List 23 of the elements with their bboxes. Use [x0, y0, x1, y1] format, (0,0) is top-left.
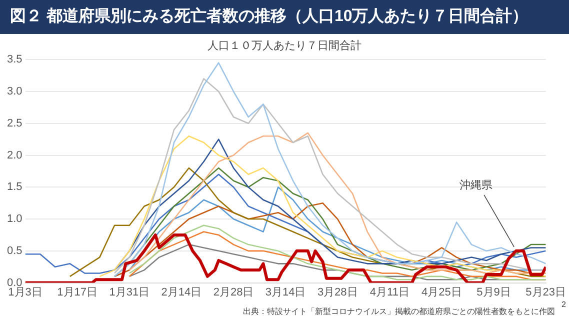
x-tick-label: 1月17日: [57, 286, 98, 298]
text: 2: [562, 300, 566, 309]
x-tick-label: 4月25日: [422, 286, 462, 298]
chart-subtitle: 人口１０万人あたり７日間合計: [206, 38, 362, 53]
y-tick-label: 2.0: [6, 149, 22, 162]
x-tick-label: 2月14日: [161, 286, 202, 298]
x-tick-label: 1月3日: [8, 286, 42, 298]
x-tick-label: 2月28日: [213, 286, 254, 298]
y-tick-label: 1.0: [6, 213, 22, 226]
x-tick-label: 1月31日: [109, 286, 150, 298]
source-note: 出典：特設サイト「新型コロナウイルス」掲載の都道府県ごとの陽性者数をもとに作図: [243, 306, 555, 317]
x-tick-label: 3月28日: [317, 286, 358, 298]
y-tick-label: 3.0: [6, 86, 22, 98]
text: 沖縄県: [460, 178, 493, 192]
x-tick-label: 4月11日: [370, 286, 410, 298]
y-tick-label: 3.5: [6, 54, 22, 66]
x-tick-label: 3月14日: [265, 286, 306, 298]
y-tick-label: 1.5: [6, 181, 22, 194]
chart-title: 図２ 都道府県別にみる死亡者数の推移（人口10万人あたり７日間合計）: [0, 0, 569, 34]
y-tick-label: 0.5: [6, 244, 22, 257]
x-tick-label: 5月23日: [526, 286, 566, 298]
y-tick-label: 2.5: [6, 117, 22, 130]
x-tick-label: 5月9日: [476, 286, 511, 298]
